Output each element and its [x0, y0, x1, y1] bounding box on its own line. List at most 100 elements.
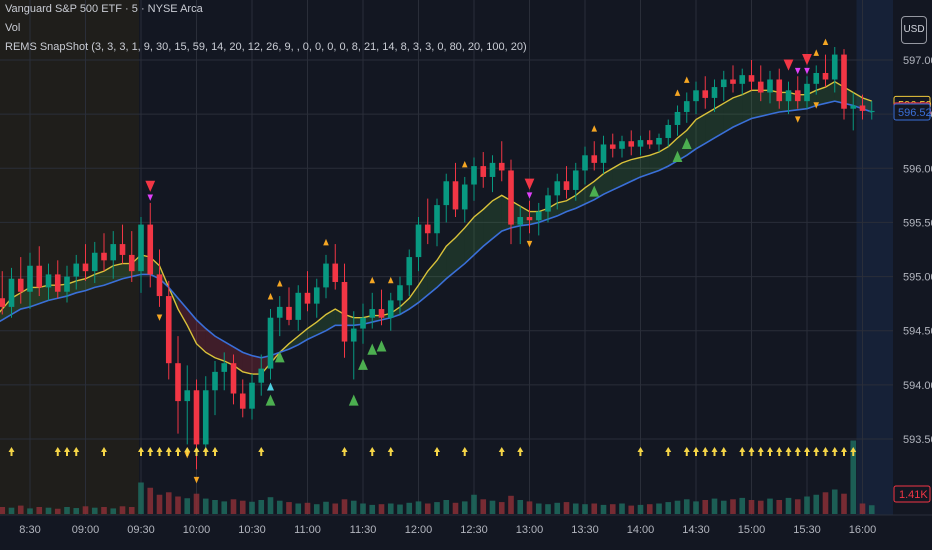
volume-bar: [156, 494, 163, 514]
ema-cloud-segment: [455, 227, 465, 272]
ema-cloud-segment: [94, 271, 104, 288]
candle-body: [443, 181, 450, 206]
arrow-up-stem: [704, 452, 707, 456]
ema-cloud-segment: [696, 114, 706, 149]
arrow-up-icon: [841, 447, 847, 452]
arrow-up-icon: [101, 447, 107, 452]
arrow-up-stem: [140, 452, 142, 456]
ema-cloud-segment: [464, 217, 474, 264]
legend-indicator[interactable]: REMS SnapShot (3, 3, 3, 1, 9, 30, 15, 59…: [5, 41, 527, 53]
arrow-up-icon: [794, 447, 801, 452]
candle-body: [591, 155, 598, 163]
arrow-up-stem: [852, 452, 855, 456]
signal-up-triangle: [674, 89, 681, 96]
arrow-up-icon: [54, 447, 61, 452]
time-axis-label: 13:00: [516, 524, 544, 536]
candle-body: [600, 144, 607, 163]
arrow-up-stem: [824, 452, 827, 456]
arrow-up-stem: [436, 452, 438, 456]
strong-sell-triangle: [524, 178, 535, 190]
volume-bar: [526, 501, 533, 514]
candle-body: [221, 363, 228, 372]
candle-body: [397, 285, 403, 301]
candle-body: [785, 90, 792, 102]
volume-bar: [582, 504, 588, 514]
volume-bar: [545, 504, 551, 514]
candle-body: [119, 244, 126, 255]
candle-body: [656, 137, 662, 145]
volume-bar: [563, 502, 570, 514]
candle-body: [609, 144, 616, 149]
arrow-up-stem: [167, 452, 170, 456]
volume-bar: [656, 503, 662, 514]
ema-cloud-segment: [622, 159, 632, 186]
magenta-signal-triangle: [147, 194, 154, 201]
arrow-up-icon: [517, 447, 524, 452]
signal-up-triangle: [369, 276, 376, 284]
volume-bar: [702, 500, 709, 514]
arrow-up-icon: [831, 447, 838, 452]
volume-bar: [64, 507, 70, 514]
candle-body: [859, 105, 866, 111]
volume-bar: [637, 504, 644, 514]
ema-cloud-segment: [492, 195, 502, 239]
candle-body: [387, 300, 394, 318]
volume-bar: [332, 503, 339, 514]
strong-sell-triangle: [783, 59, 794, 71]
volume-bar: [415, 501, 422, 514]
legend-symbol[interactable]: Vanguard S&P 500 ETF · 5 · NYSE Arca: [5, 3, 203, 15]
candle-body: [17, 278, 24, 292]
volume-bar: [517, 500, 524, 514]
candle-body: [489, 162, 496, 177]
arrow-up-stem: [713, 452, 716, 456]
afterhours-region: [856, 0, 893, 515]
ema-cloud-segment: [640, 155, 650, 177]
signal-up-triangle: [822, 38, 829, 45]
arrow-up-stem: [667, 452, 670, 456]
volume-bar: [480, 499, 487, 514]
price-axis-bg: [893, 0, 932, 550]
ema-cloud-segment: [30, 287, 40, 307]
price-axis-label: 594.50: [903, 326, 932, 338]
ema-cloud-segment: [20, 287, 30, 310]
ema-cloud-segment: [437, 246, 447, 288]
legend-volume[interactable]: Vol: [5, 22, 21, 34]
candle-body: [461, 184, 468, 210]
volume-bar: [600, 504, 607, 514]
arrow-up-stem: [778, 452, 781, 456]
time-axis-label: 10:30: [238, 524, 266, 536]
candle-body: [868, 110, 875, 113]
volume-bar: [554, 502, 561, 514]
arrow-up-icon: [739, 447, 746, 452]
arrow-up-stem: [685, 452, 688, 456]
volume-bar: [239, 500, 246, 514]
candle-body: [64, 276, 70, 292]
ema-cloud-segment: [603, 168, 613, 195]
candle-body: [693, 90, 699, 102]
volume-bar: [119, 506, 126, 514]
arrow-up-icon: [665, 447, 672, 452]
time-axis-label: 12:30: [460, 524, 488, 536]
volume-bar: [45, 507, 52, 514]
volume-bar: [619, 503, 625, 514]
currency-button[interactable]: USD: [901, 16, 927, 44]
ema-cloud-segment: [751, 90, 761, 119]
volume-bar: [424, 503, 431, 514]
volume-bar: [230, 499, 237, 514]
volume-bar: [0, 507, 6, 514]
volume-bar: [822, 492, 829, 514]
candle-body: [702, 90, 709, 98]
signal-up-triangle: [683, 76, 690, 83]
ema-cloud-segment: [723, 97, 733, 133]
arrow-up-stem: [750, 452, 753, 456]
arrow-up-stem: [769, 452, 771, 456]
volume-bar: [387, 503, 394, 514]
candle-body: [378, 309, 385, 318]
volume-bar: [850, 440, 857, 514]
volume-bar: [91, 507, 98, 514]
volume-bar: [757, 500, 764, 514]
price-axis-label: 593.50: [903, 434, 932, 446]
candle-body: [249, 382, 255, 409]
ema-cloud-segment: [612, 162, 622, 190]
